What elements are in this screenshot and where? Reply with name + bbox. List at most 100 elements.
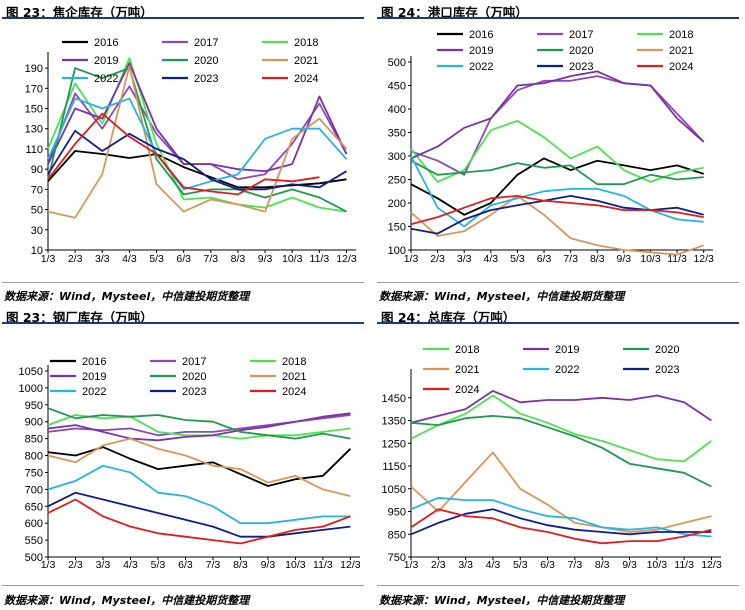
legend-label-2019: 2019 <box>94 55 118 67</box>
y-tick-label: 100 <box>388 245 406 257</box>
legend-label-2016: 2016 <box>94 37 118 49</box>
y-tick-label: 200 <box>388 198 406 210</box>
legend-label-2021: 2021 <box>455 364 479 376</box>
chart-panel-steel-mill: 图 23：钢厂库存（万吨） 500 550 600 650 700 750 800 850 90… <box>0 305 370 610</box>
x-tick-label: 6/3 <box>537 253 552 265</box>
x-tick-label: 5/3 <box>151 559 166 571</box>
source-divider <box>2 585 364 586</box>
series-line-2024 <box>410 508 712 545</box>
x-tick-label: 1/3 <box>41 559 56 571</box>
chart-source: 数据来源：Wind，Mysteel，中信建投期货整理 <box>4 290 250 303</box>
series-line-2022 <box>410 496 712 538</box>
y-tick-label: 130 <box>25 124 43 136</box>
title-underline <box>377 322 739 324</box>
legend-label-2017: 2017 <box>569 29 593 41</box>
x-tick-label: 2/3 <box>68 253 83 265</box>
series-line-2021 <box>47 437 351 497</box>
legend-label-2020: 2020 <box>194 55 218 67</box>
legend-label-2023: 2023 <box>655 364 679 376</box>
line-chart-steel-mill: 500 550 600 650 700 750 800 850 900 950 1000 1050 1/… <box>19 356 361 571</box>
x-tick-label: 9/3 <box>258 253 273 265</box>
series-line-2017 <box>410 75 705 176</box>
series-line-2016 <box>410 157 704 216</box>
series-line-2022 <box>410 155 704 228</box>
x-tick-label: 4/3 <box>486 559 501 571</box>
source-divider <box>2 282 364 283</box>
legend-label-2024: 2024 <box>669 61 693 73</box>
series-line-2023 <box>47 491 351 538</box>
x-tick-label: 3/3 <box>457 253 472 265</box>
y-tick-label: 10 <box>31 245 43 257</box>
y-tick-label: 1150 <box>382 461 406 473</box>
legend-label-2019: 2019 <box>82 371 106 383</box>
source-divider <box>377 282 739 283</box>
x-tick-label: 8/3 <box>595 559 610 571</box>
series-line-2018 <box>410 394 712 463</box>
y-tick-label: 150 <box>388 222 406 234</box>
legend-label-2017: 2017 <box>182 356 206 368</box>
x-tick-label: 9/3 <box>622 559 637 571</box>
legend-label-2024: 2024 <box>455 384 479 396</box>
y-tick-label: 90 <box>31 164 43 176</box>
y-tick-label: 250 <box>388 175 406 187</box>
x-tick-label: 8/3 <box>590 253 605 265</box>
chart-source: 数据来源：Wind，Mysteel，中信建投期货整理 <box>379 290 625 303</box>
series-line-2023 <box>47 129 347 191</box>
y-tick-label: 300 <box>388 151 406 163</box>
x-tick-label: 4/3 <box>122 253 137 265</box>
chart-title: 图 24：总库存（万吨） <box>381 310 516 325</box>
x-tick-label: 4/3 <box>484 253 499 265</box>
legend-label-2022: 2022 <box>555 364 579 376</box>
legend-label-2021: 2021 <box>294 55 318 67</box>
y-tick-label: 950 <box>388 507 406 519</box>
x-tick-label: 2/3 <box>431 559 446 571</box>
x-tick-label: 1/3 <box>404 559 419 571</box>
y-tick-label: 850 <box>388 529 406 541</box>
x-tick-label: 12/3 <box>693 253 714 265</box>
x-tick-label: 11/3 <box>310 253 330 265</box>
y-tick-label: 350 <box>388 128 406 140</box>
chart-panel-coke-plant: 图 23：焦企库存（万吨） 10 30 50 70 90 110 130 150 170 190 1… <box>0 0 370 305</box>
legend-label-2022: 2022 <box>82 386 106 398</box>
chart-source: 数据来源：Wind，Mysteel，中信建投期货整理 <box>379 594 625 607</box>
legend-label-2018: 2018 <box>669 29 693 41</box>
legend-label-2023: 2023 <box>182 386 206 398</box>
title-underline <box>2 322 364 324</box>
x-tick-label: 3/3 <box>95 253 110 265</box>
legend-label-2018: 2018 <box>282 356 306 368</box>
series-line-2019 <box>410 390 712 424</box>
x-tick-label: 8/3 <box>233 559 248 571</box>
x-tick-label: 5/3 <box>149 253 164 265</box>
y-tick-label: 400 <box>388 104 406 116</box>
source-divider <box>377 585 739 586</box>
legend-label-2023: 2023 <box>194 73 218 85</box>
x-tick-label: 10/3 <box>640 253 661 265</box>
series-line-2024 <box>47 112 320 196</box>
series-line-2019 <box>410 70 705 160</box>
legend-label-2023: 2023 <box>569 61 593 73</box>
y-tick-label: 1450 <box>382 393 406 405</box>
x-tick-label: 7/3 <box>206 559 221 571</box>
y-tick-label: 900 <box>25 417 43 429</box>
y-tick-label: 50 <box>31 205 43 217</box>
legend-label-2022: 2022 <box>469 61 493 73</box>
x-tick-label: 11/3 <box>667 253 687 265</box>
x-tick-label: 6/3 <box>540 559 555 571</box>
y-tick-label: 30 <box>31 225 43 237</box>
legend-label-2016: 2016 <box>469 29 493 41</box>
x-tick-label: 1/3 <box>404 253 419 265</box>
legend-label-2022: 2022 <box>94 73 118 85</box>
chart-source: 数据来源：Wind，Mysteel，中信建投期货整理 <box>4 594 250 607</box>
x-tick-label: 2/3 <box>430 253 445 265</box>
chart-title: 图 24：港口库存（万吨） <box>381 5 528 20</box>
x-tick-label: 10/3 <box>285 559 306 571</box>
line-chart-total: 750 850 950 1050 1150 1250 1350 1450 1/3 2/3 3/3 4/… <box>382 344 722 571</box>
series-line-2021 <box>410 195 704 256</box>
series-line-2024 <box>410 195 704 226</box>
x-tick-label: 3/3 <box>458 559 473 571</box>
series-line-2022 <box>47 97 348 191</box>
series-line-2021 <box>47 65 348 219</box>
x-tick-label: 9/3 <box>261 559 276 571</box>
y-tick-label: 550 <box>25 535 43 547</box>
title-underline <box>377 17 739 19</box>
